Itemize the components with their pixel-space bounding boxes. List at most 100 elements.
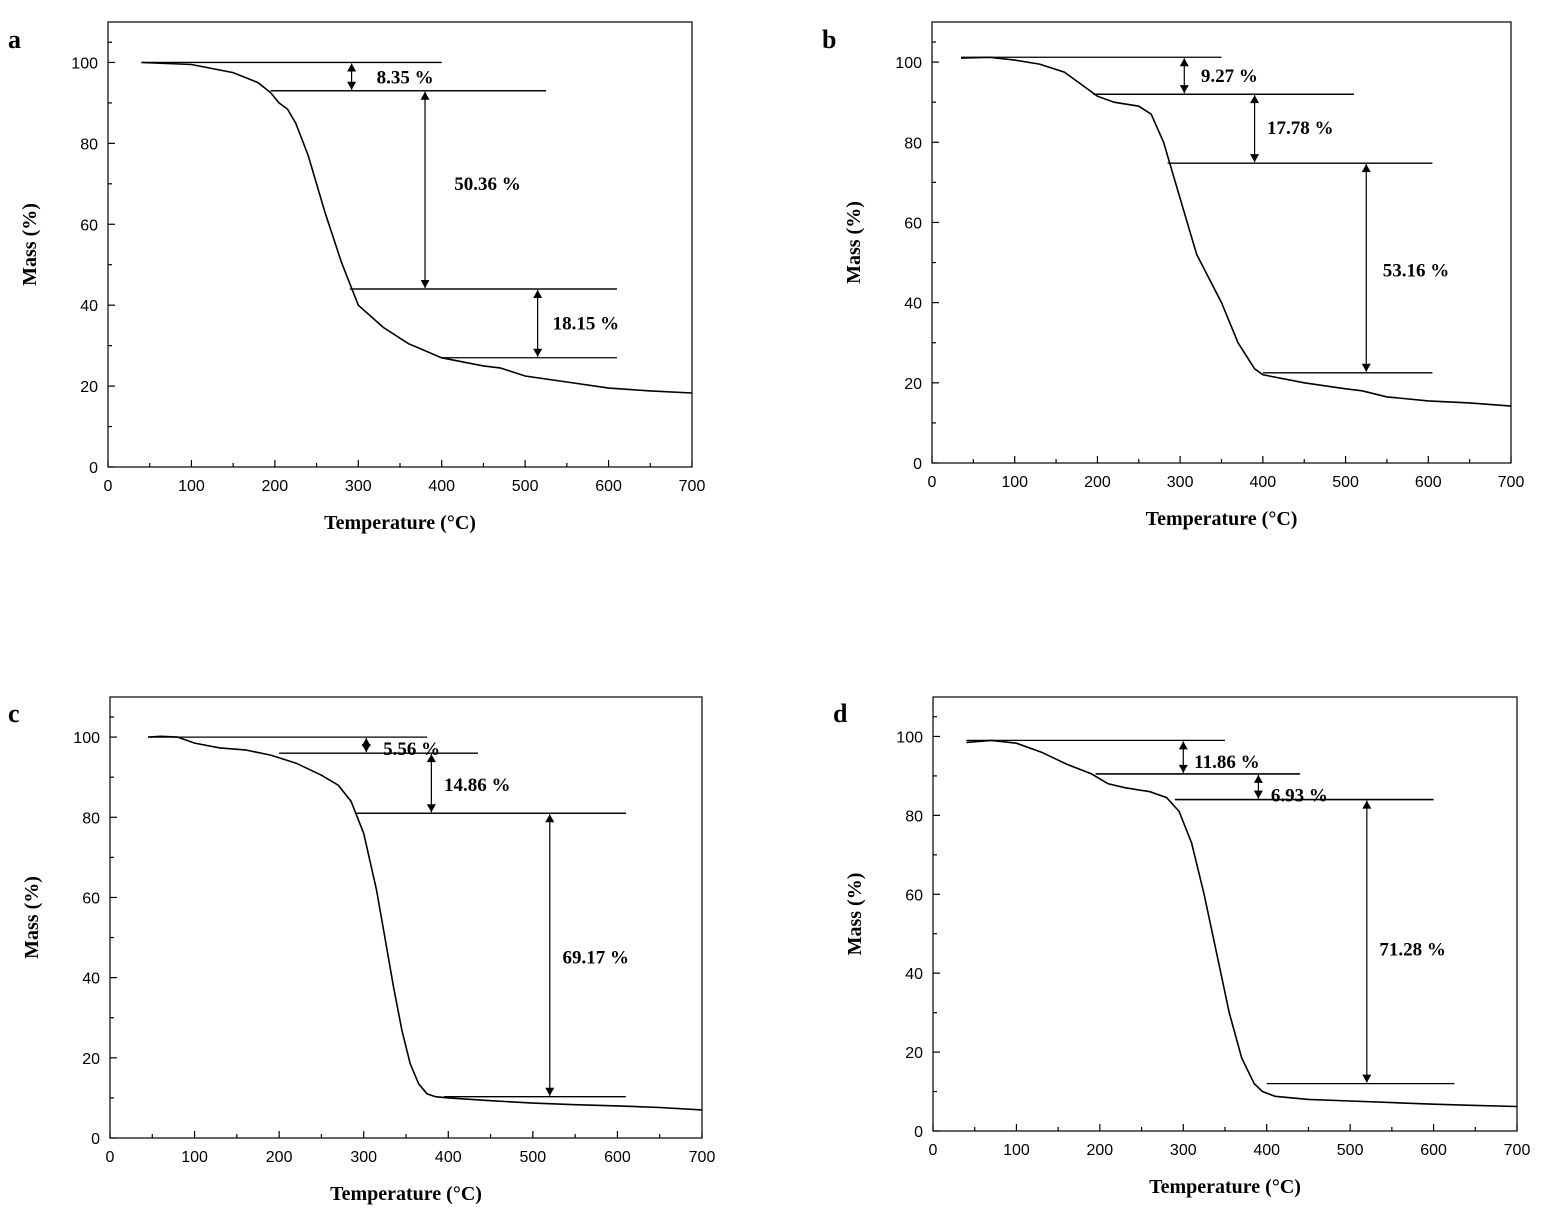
x-tick-label: 600 bbox=[604, 1149, 631, 1166]
x-tick-label: 400 bbox=[428, 478, 455, 495]
y-tick-label: 100 bbox=[895, 55, 922, 72]
x-tick-label: 700 bbox=[679, 478, 706, 495]
arrow-up-icon bbox=[1253, 774, 1263, 783]
x-tick-label: 400 bbox=[1253, 1142, 1280, 1159]
panel-letter: d bbox=[833, 699, 848, 728]
x-tick-label: 0 bbox=[928, 474, 937, 491]
arrow-down-icon bbox=[545, 1087, 555, 1096]
x-tick-label: 300 bbox=[1170, 1142, 1197, 1159]
step-percent-label: 69.17 % bbox=[562, 948, 629, 969]
mass-loss-step: 14.86 % bbox=[279, 752, 626, 814]
y-tick-label: 40 bbox=[905, 966, 923, 983]
tga-curve bbox=[960, 56, 1512, 407]
mass-loss-step: 50.36 % bbox=[270, 90, 617, 290]
x-tick-label: 700 bbox=[1504, 1142, 1531, 1159]
x-tick-label: 0 bbox=[104, 478, 113, 495]
step-percent-label: 5.56 % bbox=[383, 739, 440, 760]
x-tick-label: 500 bbox=[1332, 474, 1359, 491]
mass-loss-step: 11.86 % bbox=[966, 739, 1301, 775]
y-tick-label: 20 bbox=[905, 1045, 923, 1062]
panel-letter: c bbox=[8, 699, 20, 728]
arrow-down-icon bbox=[361, 744, 371, 753]
y-tick-label: 20 bbox=[82, 1051, 100, 1068]
mass-loss-step: 17.78 % bbox=[1093, 93, 1433, 164]
y-axis-title: Mass (%) bbox=[21, 876, 43, 959]
x-tick-label: 600 bbox=[595, 478, 622, 495]
x-tick-label: 0 bbox=[929, 1142, 938, 1159]
step-percent-label: 17.78 % bbox=[1267, 118, 1334, 139]
y-tick-label: 100 bbox=[73, 730, 100, 747]
mass-loss-step: 69.17 % bbox=[355, 812, 629, 1098]
mass-loss-step: 9.27 % bbox=[960, 56, 1354, 95]
mass-loss-step: 18.15 % bbox=[349, 288, 620, 359]
x-tick-label: 400 bbox=[1250, 474, 1277, 491]
arrow-down-icon bbox=[426, 804, 436, 813]
arrow-up-icon bbox=[426, 754, 436, 763]
x-axis-title: Temperature (°C) bbox=[1146, 508, 1298, 530]
x-tick-label: 0 bbox=[106, 1149, 115, 1166]
y-tick-label: 100 bbox=[896, 729, 923, 746]
arrow-down-icon bbox=[347, 81, 357, 90]
x-tick-label: 400 bbox=[435, 1149, 462, 1166]
arrow-up-icon bbox=[1179, 58, 1189, 67]
x-axis-title: Temperature (°C) bbox=[1149, 1176, 1301, 1198]
arrow-up-icon bbox=[1250, 95, 1260, 104]
x-tick-label: 100 bbox=[1001, 474, 1028, 491]
arrow-up-icon bbox=[1178, 741, 1188, 750]
y-tick-label: 40 bbox=[80, 298, 98, 315]
x-tick-label: 600 bbox=[1420, 1142, 1447, 1159]
y-tick-label: 0 bbox=[89, 460, 98, 477]
x-tick-label: 200 bbox=[1087, 1142, 1114, 1159]
y-tick-label: 0 bbox=[914, 1124, 923, 1141]
x-tick-label: 700 bbox=[1498, 474, 1525, 491]
x-tick-label: 100 bbox=[178, 478, 205, 495]
x-axis-title: Temperature (°C) bbox=[324, 512, 476, 534]
y-tick-label: 60 bbox=[80, 217, 98, 234]
y-axis-title: Mass (%) bbox=[19, 203, 41, 286]
y-tick-label: 60 bbox=[905, 887, 923, 904]
y-tick-label: 60 bbox=[904, 215, 922, 232]
tga-curve bbox=[141, 61, 693, 394]
y-tick-label: 40 bbox=[904, 296, 922, 313]
panel-a: a 0 100 200 300 400 500 600 700 0 20 40 60 80 100 Tempe… bbox=[8, 21, 706, 534]
y-axis-title: Mass (%) bbox=[844, 873, 866, 956]
mass-loss-step: 6.93 % bbox=[1095, 773, 1434, 807]
x-tick-label: 200 bbox=[262, 478, 289, 495]
arrow-down-icon bbox=[1179, 85, 1189, 94]
plot-frame bbox=[931, 21, 1512, 464]
x-tick-label: 500 bbox=[1337, 1142, 1364, 1159]
x-tick-label: 100 bbox=[1003, 1142, 1030, 1159]
mass-loss-step: 5.56 % bbox=[148, 736, 478, 760]
arrow-down-icon bbox=[1362, 1074, 1372, 1083]
step-percent-label: 6.93 % bbox=[1271, 786, 1328, 807]
arrow-up-icon bbox=[1362, 800, 1372, 809]
y-axis-title: Mass (%) bbox=[843, 201, 865, 284]
x-tick-label: 600 bbox=[1415, 474, 1442, 491]
arrow-up-icon bbox=[545, 814, 555, 823]
step-percent-label: 53.16 % bbox=[1383, 261, 1450, 282]
step-percent-label: 8.35 % bbox=[377, 67, 434, 88]
step-percent-label: 71.28 % bbox=[1379, 940, 1446, 961]
step-percent-label: 11.86 % bbox=[1194, 752, 1259, 773]
arrow-down-icon bbox=[1361, 363, 1371, 372]
y-tick-label: 40 bbox=[82, 971, 100, 988]
x-tick-label: 700 bbox=[689, 1149, 716, 1166]
x-tick-label: 300 bbox=[345, 478, 372, 495]
x-tick-label: 100 bbox=[181, 1149, 208, 1166]
y-tick-label: 80 bbox=[905, 808, 923, 825]
step-percent-label: 18.15 % bbox=[553, 313, 620, 334]
arrow-down-icon bbox=[1253, 790, 1263, 799]
x-tick-label: 500 bbox=[512, 478, 539, 495]
panel-b: b 0 100 200 300 400 500 600 700 0 20 40 60 80 100 Tempe… bbox=[822, 21, 1525, 530]
plot-frame bbox=[107, 21, 693, 468]
panel-d: d 0 100 200 300 400 500 600 700 0 20 40 60 80 100 Tempe… bbox=[833, 696, 1531, 1198]
arrow-down-icon bbox=[420, 280, 430, 288]
arrow-up-icon bbox=[420, 91, 430, 100]
plot-frame bbox=[109, 696, 703, 1139]
arrow-up-icon bbox=[361, 738, 371, 747]
x-tick-label: 200 bbox=[1084, 474, 1111, 491]
arrow-down-icon bbox=[533, 348, 543, 357]
arrow-down-icon bbox=[1178, 764, 1188, 773]
step-percent-label: 14.86 % bbox=[444, 775, 511, 796]
